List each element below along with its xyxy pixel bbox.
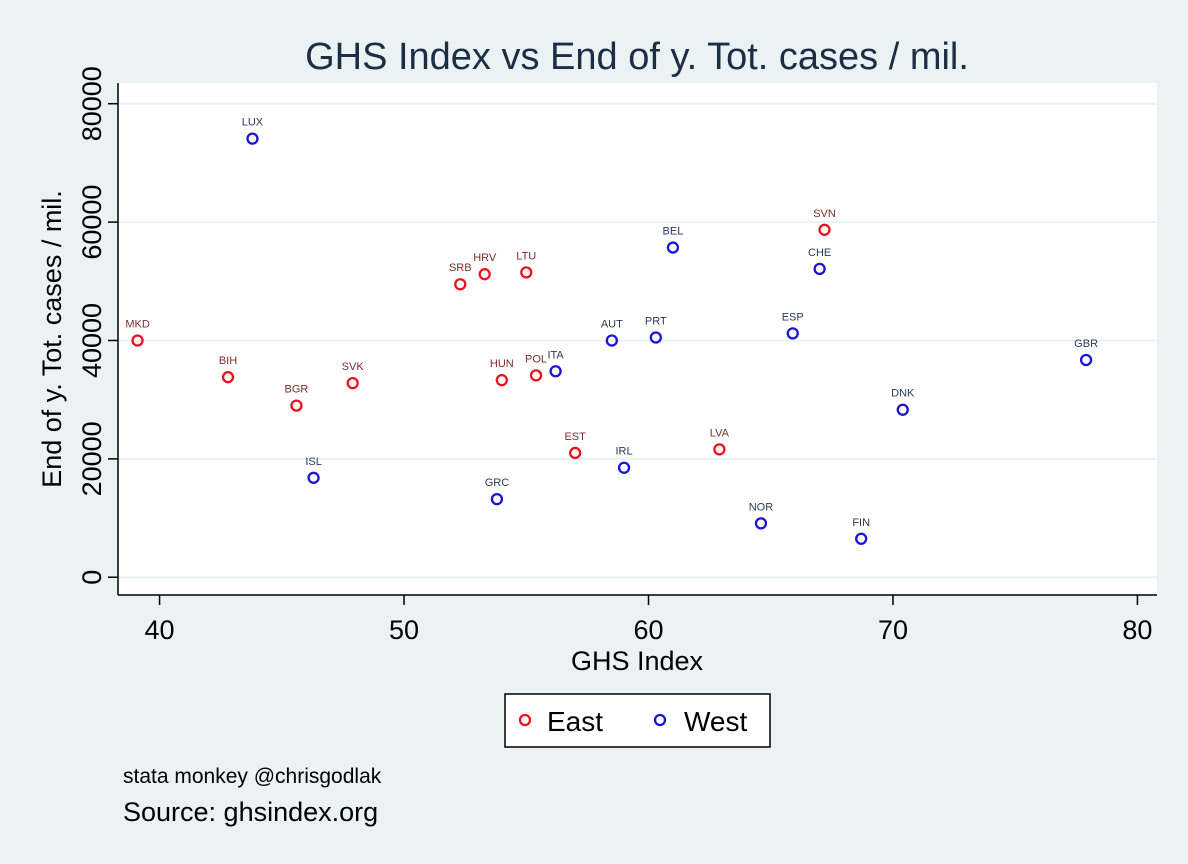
point-label-ltu: LTU	[516, 250, 536, 262]
point-nor	[754, 517, 768, 530]
legend-box	[504, 693, 771, 748]
chart-title: GHS Index vs End of y. Tot. cases / mil.	[305, 36, 969, 78]
point-label-fin: FIN	[852, 517, 870, 529]
point-label-dnk: DNK	[891, 388, 915, 400]
point-label-lux: LUX	[242, 117, 264, 129]
y-tick-label: 80000	[77, 66, 107, 141]
legend-marker-east	[518, 713, 532, 727]
y-tick-label: 0	[77, 570, 107, 585]
x-tick-label: 60	[633, 615, 663, 645]
point-label-grc: GRC	[485, 477, 510, 489]
source-note: Source: ghsindex.org	[123, 797, 378, 827]
point-prt	[649, 331, 662, 344]
x-tick-label: 40	[145, 615, 175, 645]
y-axis-label: End of y. Tot. cases / mil.	[37, 190, 67, 488]
point-label-bih: BIH	[219, 355, 237, 367]
point-isl	[307, 471, 320, 484]
point-che	[813, 262, 826, 276]
point-lux	[246, 132, 259, 145]
point-label-svk: SVK	[342, 361, 365, 373]
credit-note: stata monkey @chrisgodlak	[123, 765, 382, 788]
legend-marker-west	[653, 713, 667, 727]
axes: 40 50 60 70 80 0 20000 40000 60000 80000	[77, 66, 1157, 645]
point-hun	[495, 373, 508, 387]
point-esp	[786, 327, 799, 340]
point-label-irl: IRL	[615, 446, 632, 458]
legend-label-east: East	[547, 706, 603, 737]
point-label-srb: SRB	[449, 262, 472, 274]
point-label-ita: ITA	[547, 349, 564, 361]
plot-area	[118, 83, 1157, 595]
point-irl	[617, 461, 631, 474]
point-fin	[855, 532, 868, 545]
point-bel	[666, 241, 680, 254]
point-label-esp: ESP	[782, 311, 804, 323]
point-label-che: CHE	[808, 247, 831, 259]
point-hrv	[478, 268, 491, 281]
y-tick-label: 20000	[77, 421, 107, 496]
point-label-bel: BEL	[663, 226, 684, 238]
point-srb	[454, 278, 467, 291]
point-label-est: EST	[564, 431, 586, 443]
point-label-lva: LVA	[710, 427, 730, 439]
point-bgr	[290, 399, 303, 412]
point-label-prt: PRT	[645, 316, 667, 328]
grid-lines	[118, 102, 1157, 579]
point-est	[569, 446, 582, 460]
point-ltu	[520, 266, 533, 279]
point-grc	[490, 492, 504, 506]
y-tick-label: 40000	[77, 303, 107, 378]
point-label-gbr: GBR	[1074, 338, 1098, 350]
x-tick-label: 80	[1122, 615, 1152, 645]
legend: East West	[504, 693, 771, 748]
point-mkd	[131, 334, 144, 347]
y-tick-label: 60000	[77, 185, 107, 260]
point-svk	[346, 376, 359, 390]
point-gbr	[1079, 353, 1093, 367]
point-label-bgr: BGR	[285, 384, 309, 396]
x-tick-label: 50	[389, 615, 419, 645]
point-dnk	[896, 403, 909, 416]
point-label-pol: POL	[525, 353, 547, 365]
point-label-aut: AUT	[601, 318, 623, 330]
point-bih	[221, 371, 235, 384]
point-label-svn: SVN	[813, 208, 836, 220]
point-label-mkd: MKD	[125, 318, 150, 330]
point-label-hrv: HRV	[473, 252, 497, 264]
point-svn	[818, 223, 831, 236]
point-pol	[529, 369, 543, 382]
legend-label-west: West	[684, 706, 747, 737]
point-lva	[713, 443, 726, 456]
x-tick-label: 70	[878, 615, 908, 645]
point-ita	[549, 365, 562, 378]
x-axis-label: GHS Index	[571, 646, 704, 676]
point-label-hun: HUN	[490, 358, 514, 370]
point-label-nor: NOR	[749, 501, 774, 513]
point-label-isl: ISL	[305, 456, 322, 468]
point-aut	[605, 334, 618, 347]
